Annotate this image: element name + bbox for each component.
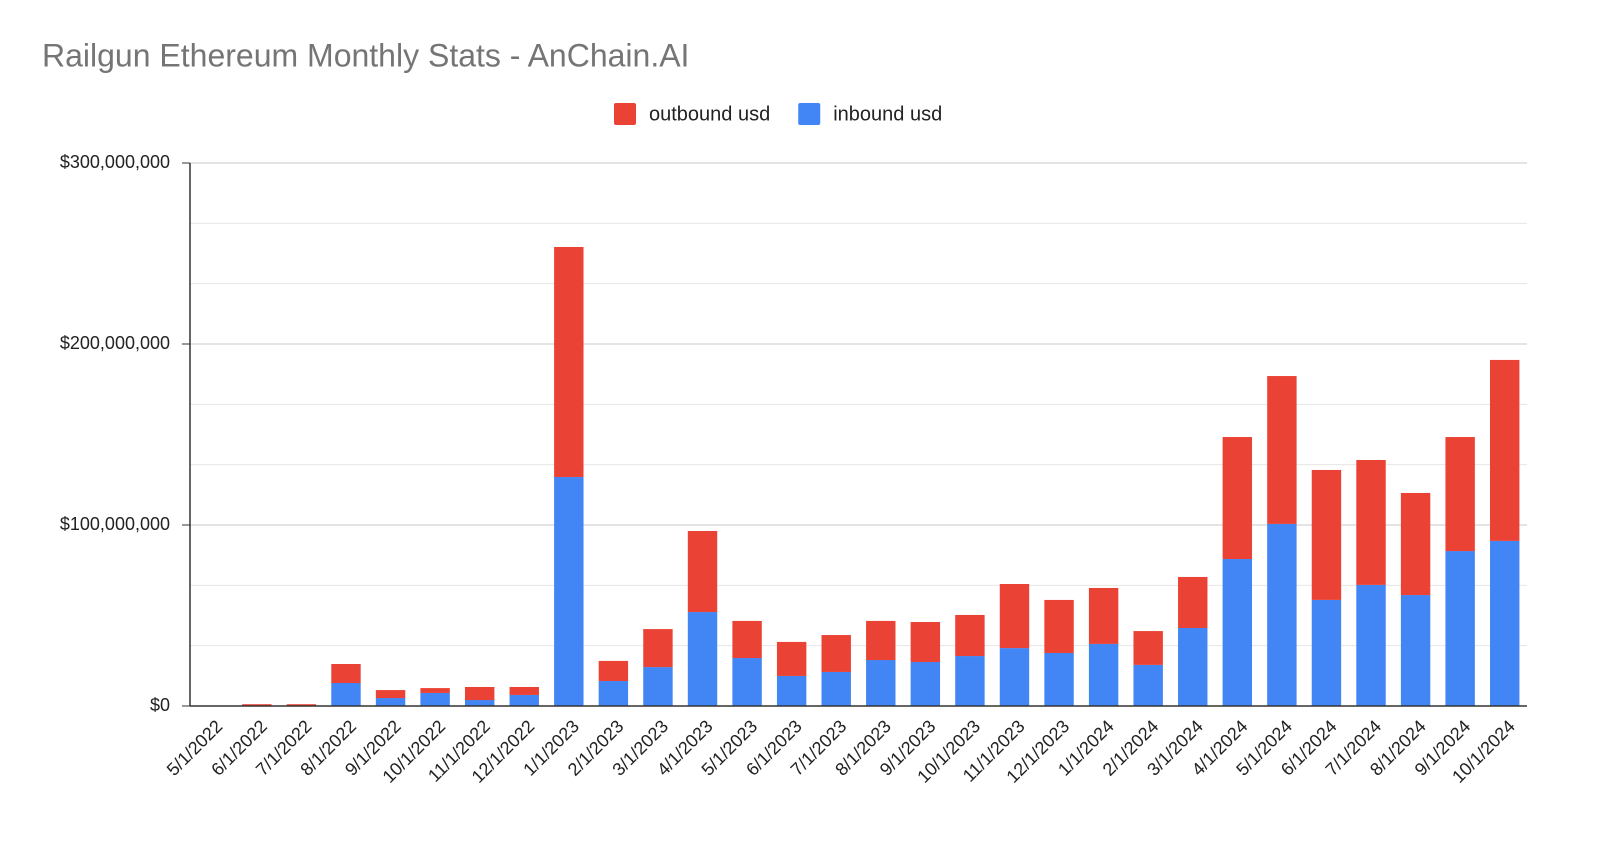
bar-segment [1222, 437, 1253, 560]
bar-segment [866, 660, 896, 706]
bar-segment [554, 477, 584, 706]
bar-segment [598, 660, 629, 682]
bar-segment [1044, 652, 1074, 706]
bar-segment [1044, 599, 1074, 653]
bar-segment [1400, 492, 1431, 596]
bar-segment [1133, 631, 1163, 665]
bar-segment [1311, 469, 1342, 600]
bar-segment [509, 694, 539, 706]
bar-segment [1133, 664, 1163, 706]
bar-segment [999, 648, 1030, 706]
bar-segment [732, 620, 762, 659]
y-tick-label: $200,000,000 [60, 333, 170, 353]
bar-segment [375, 690, 406, 699]
legend-swatch [798, 103, 821, 125]
bar-segment [910, 622, 941, 663]
bar-segment [910, 662, 941, 706]
bar-segment [866, 620, 896, 661]
bar-segment [554, 246, 584, 478]
bar-segment [1490, 540, 1520, 706]
bar-segment [509, 686, 539, 695]
bar-segment [1267, 376, 1297, 524]
bar-segment [242, 704, 272, 706]
legend-label: inbound usd [833, 103, 942, 125]
y-tick-label: $0 [150, 695, 170, 715]
bar-segment [1490, 359, 1520, 541]
bar-segment [1400, 595, 1431, 706]
bar-segment [598, 681, 629, 706]
bar-segment [999, 584, 1030, 649]
bar-segment [776, 641, 807, 676]
bar-segment [420, 692, 450, 706]
bar-segment [331, 683, 361, 706]
bar-segment [464, 700, 495, 706]
bar-segment [955, 614, 985, 657]
bar-segment [732, 658, 762, 706]
bar-segment [955, 656, 985, 706]
bar-segment [1445, 551, 1475, 706]
chart-title: Railgun Ethereum Monthly Stats - AnChain… [42, 37, 689, 73]
bar-segment [776, 675, 807, 706]
bar-segment [821, 635, 851, 672]
bar-segment [1356, 460, 1386, 585]
bar-segment [687, 530, 718, 613]
bar-segment [687, 612, 718, 706]
bar-segment [1088, 643, 1119, 706]
bar-segment [286, 704, 317, 706]
bar-segment [375, 698, 406, 706]
y-tick-label: $300,000,000 [60, 152, 170, 172]
bar-segment [1178, 576, 1208, 628]
bar-segment [643, 667, 673, 706]
bar-segment [821, 671, 851, 706]
y-tick-label: $100,000,000 [60, 514, 170, 534]
bar-segment [420, 688, 450, 693]
bar-segment [1311, 599, 1342, 706]
bar-segment [1445, 437, 1475, 552]
bar-segment [1356, 584, 1386, 706]
bar-segment [1088, 587, 1119, 644]
legend-label: outbound usd [649, 103, 770, 125]
bar-segment [643, 629, 673, 668]
bar-segment [1222, 559, 1253, 706]
bar-segment [1267, 523, 1297, 706]
bar-segment [464, 686, 495, 701]
bar-segment [1178, 627, 1208, 706]
bar-segment [331, 664, 361, 684]
legend-swatch [614, 103, 636, 125]
